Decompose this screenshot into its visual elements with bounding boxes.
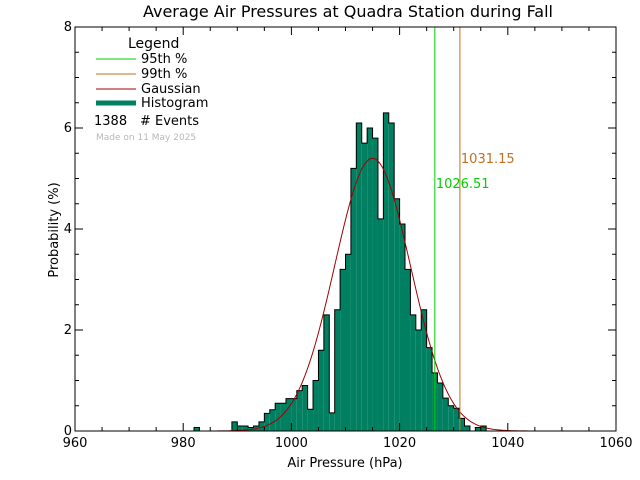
legend-label: 95th % [141,52,187,67]
percentile-lines: 1026.51 1031.15 [434,27,515,431]
histogram-bar [280,403,286,431]
histogram-bar [410,314,416,431]
y-tick-label: 2 [64,323,72,338]
histogram-bar [415,330,422,431]
x-tick-label: 980 [171,436,196,451]
histogram-bar [383,112,389,431]
histogram-bar [269,409,276,431]
x-tick-label: 1000 [275,436,308,451]
histogram-bar [464,425,470,431]
histogram-bar [437,383,443,431]
histogram-bar [377,218,384,431]
histogram-bar [296,390,303,431]
histogram-bar [237,425,243,431]
histogram-bar [372,138,378,431]
x-tick-label: 1020 [383,436,416,451]
histogram-bar [442,398,449,431]
chart-title: Average Air Pressures at Quadra Station … [143,2,553,21]
y-axis-label: Probability (%) [47,182,62,277]
histogram-bar [421,309,427,431]
histogram-bar [231,421,238,431]
histogram-bar [307,409,314,431]
histogram-bar [480,425,487,431]
histogram-bar [258,421,265,431]
histogram-bar [453,408,460,431]
histogram-bar [448,405,454,431]
histogram-bars [194,112,487,431]
percentile-label: 1031.15 [461,152,515,167]
x-tick-label: 1040 [491,436,524,451]
histogram-bar [329,412,335,431]
histogram-bar [405,269,411,431]
legend-label: Histogram [141,96,208,111]
y-tick-label: 6 [64,121,72,136]
histogram-bar [361,143,368,431]
y-axis-ticks: 0 2 4 6 8 [64,20,616,439]
histogram-bar [323,314,330,431]
histogram-bar [242,425,249,431]
histogram-bar [345,254,351,431]
events-label: # Events [140,114,199,129]
histogram-bar [313,380,319,431]
histogram-bar [264,413,270,431]
histogram-bar [275,403,281,431]
x-axis-ticks: 960 980 1000 1020 1040 1060 [63,27,633,451]
histogram-bar [285,398,292,431]
percentile-label: 1026.51 [436,177,490,192]
y-tick-label: 8 [64,20,72,35]
histogram-bar [340,269,346,431]
histogram-bar [194,427,200,431]
histogram-bar [388,122,395,431]
histogram-bar [350,168,357,431]
y-tick-label: 4 [64,222,72,237]
events-count: 1388 [94,114,127,129]
histogram-bar [394,198,400,431]
legend-label: 99th % [141,67,187,82]
x-axis-label: Air Pressure (hPa) [287,456,402,471]
x-tick-label: 960 [63,436,88,451]
histogram-bar [475,427,481,431]
histogram-bar [367,128,373,431]
made-on-note: Made on 11 May 2025 [96,133,196,143]
histogram-bar [291,398,297,431]
histogram-bar [356,122,362,431]
histogram-bar [399,223,406,431]
legend-label: Gaussian [141,82,201,97]
x-tick-label: 1060 [599,436,632,451]
legend-title: Legend [128,36,179,52]
histogram-bar [459,418,465,431]
y-tick-label: 0 [64,424,72,439]
histogram-bar [426,347,433,431]
histogram-bar [302,385,308,431]
histogram-bar [318,350,324,431]
histogram-bar [334,309,341,431]
